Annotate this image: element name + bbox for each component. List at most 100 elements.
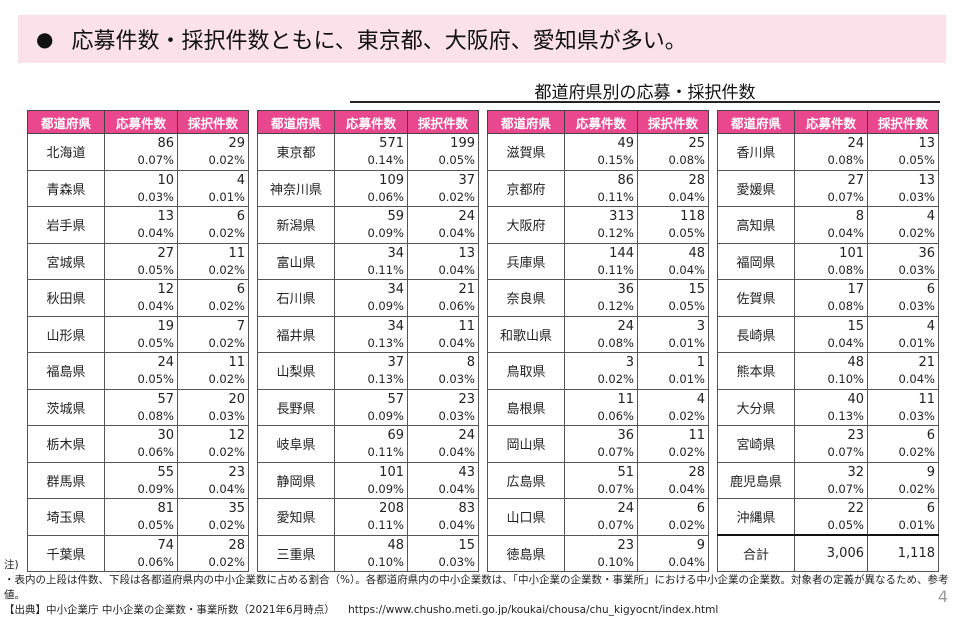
adoptions-cell: 36 0.03% [867,242,939,280]
adoptions-count: 21 [458,282,475,297]
adoptions-pct: 0.02% [208,518,245,532]
adoptions-count: 37 [458,172,475,188]
adoptions-count: 118 [680,209,705,224]
adoptions-cell: 1 0.01% [637,352,709,390]
adoptions-count: 4 [696,391,705,407]
adoptions-count: 35 [228,501,245,516]
adoptions-pct: 0.04% [438,335,475,350]
prefecture-name: 滋賀県 [487,133,565,171]
applications-pct: 0.06% [597,408,634,423]
table-row: 愛媛県 27 0.07% 13 0.03% [717,169,939,207]
applications-cell: 13 0.04% [104,206,178,244]
header-prefecture: 都道府県 [27,110,105,134]
adoptions-pct: 0.04% [438,481,475,496]
table-row: 岐阜県 69 0.11% 24 0.04% [257,425,479,463]
adoptions-cell: 6 0.03% [867,279,939,317]
applications-cell: 22 0.05% [794,498,868,536]
prefecture-name: 千葉県 [27,534,105,572]
table-row: 富山県 34 0.11% 13 0.04% [257,242,479,280]
applications-cell: 30 0.06% [104,425,178,463]
adoptions-cell: 35 0.02% [177,498,249,536]
applications-cell: 8 0.04% [794,206,868,244]
applications-count: 27 [157,245,174,261]
applications-cell: 11 0.06% [564,388,638,426]
applications-pct: 0.08% [827,299,864,313]
table-row: 千葉県 74 0.06% 28 0.02% [27,534,249,572]
adoptions-cell: 8 0.03% [407,352,479,390]
table-row: 福島県 24 0.05% 11 0.02% [27,352,249,390]
adoptions-count: 28 [688,464,705,480]
applications-pct: 0.11% [367,445,404,459]
applications-count: 15 [847,318,864,334]
header-adoptions: 採択件数 [177,110,249,134]
adoptions-pct: 0.02% [898,226,935,240]
table-row: 山梨県 37 0.13% 8 0.03% [257,352,479,390]
applications-cell: 27 0.07% [794,169,868,207]
prefecture-table: 都道府県 応募件数 採択件数 香川県 24 0.08% 13 0.05% 愛媛県 27 0… [717,110,939,572]
applications-pct: 0.05% [137,518,174,532]
adoptions-count: 11 [458,318,475,334]
applications-count: 36 [617,428,634,443]
applications-cell: 48 0.10% [334,534,408,572]
adoptions-pct: 0.04% [668,481,705,496]
table-row: 熊本県 48 0.10% 21 0.04% [717,352,939,390]
adoptions-pct: 0.04% [438,262,475,277]
adoptions-pct: 0.02% [668,408,705,423]
adoptions-cell: 11 0.03% [867,388,939,426]
prefecture-name: 沖縄県 [717,498,795,536]
prefecture-name: 青森県 [27,169,105,207]
prefecture-name: 石川県 [257,279,335,317]
adoptions-cell: 25 0.08% [637,133,709,171]
adoptions-pct: 0.02% [208,445,245,459]
bullet-icon: ● [36,27,54,51]
table-row: 大阪府 313 0.12% 118 0.05% [487,206,709,244]
table-row: 兵庫県 144 0.11% 48 0.04% [487,242,709,280]
headline-text: 応募件数・採択件数ともに、東京都、大阪府、愛知県が多い。 [71,29,687,54]
applications-count: 86 [157,136,174,151]
prefecture-name: 岩手県 [27,206,105,244]
table-row: 滋賀県 49 0.15% 25 0.08% [487,133,709,171]
adoptions-pct: 0.03% [208,408,245,423]
applications-pct: 0.04% [827,226,864,240]
header-adoptions: 採択件数 [867,110,939,134]
applications-cell: 86 0.11% [564,169,638,207]
adoptions-cell: 28 0.04% [637,461,709,499]
prefecture-name: 岡山県 [487,425,565,463]
adoptions-cell: 6 0.01% [867,498,939,536]
applications-pct: 0.04% [827,335,864,350]
applications-cell: 49 0.15% [564,133,638,171]
prefecture-name: 東京都 [257,133,335,171]
adoptions-count: 13 [458,245,475,261]
source-link[interactable]: https://www.chusho.meti.go.jp/koukai/cho… [348,604,719,616]
applications-cell: 40 0.13% [794,388,868,426]
notes-label: 注) [4,559,19,571]
applications-cell: 48 0.10% [794,352,868,390]
adoptions-pct: 0.03% [438,408,475,423]
prefecture-name: 高知県 [717,206,795,244]
applications-pct: 0.10% [367,554,404,569]
table-row: 香川県 24 0.08% 13 0.05% [717,133,939,171]
applications-pct: 0.05% [137,372,174,386]
adoptions-pct: 0.02% [208,226,245,240]
adoptions-count: 21 [918,355,935,370]
applications-pct: 0.07% [827,445,864,459]
header-adoptions: 採択件数 [407,110,479,134]
adoptions-cell: 37 0.02% [407,169,479,207]
adoptions-cell: 13 0.05% [867,133,939,171]
adoptions-count: 36 [918,245,935,261]
prefecture-name: 福井県 [257,315,335,353]
adoptions-count: 9 [696,537,705,553]
adoptions-pct: 0.04% [438,226,475,240]
applications-count: 10 [157,172,174,188]
applications-cell: 313 0.12% [564,206,638,244]
adoptions-pct: 0.03% [438,372,475,386]
table-row: 佐賀県 17 0.08% 6 0.03% [717,279,939,317]
applications-count: 8 [855,209,864,224]
prefecture-name: 埼玉県 [27,498,105,536]
applications-cell: 23 0.10% [564,534,638,572]
applications-count: 30 [157,428,174,443]
applications-pct: 0.07% [597,445,634,459]
prefecture-name: 長野県 [257,388,335,426]
table-row: 奈良県 36 0.12% 15 0.05% [487,279,709,317]
adoptions-cell: 13 0.03% [867,169,939,207]
